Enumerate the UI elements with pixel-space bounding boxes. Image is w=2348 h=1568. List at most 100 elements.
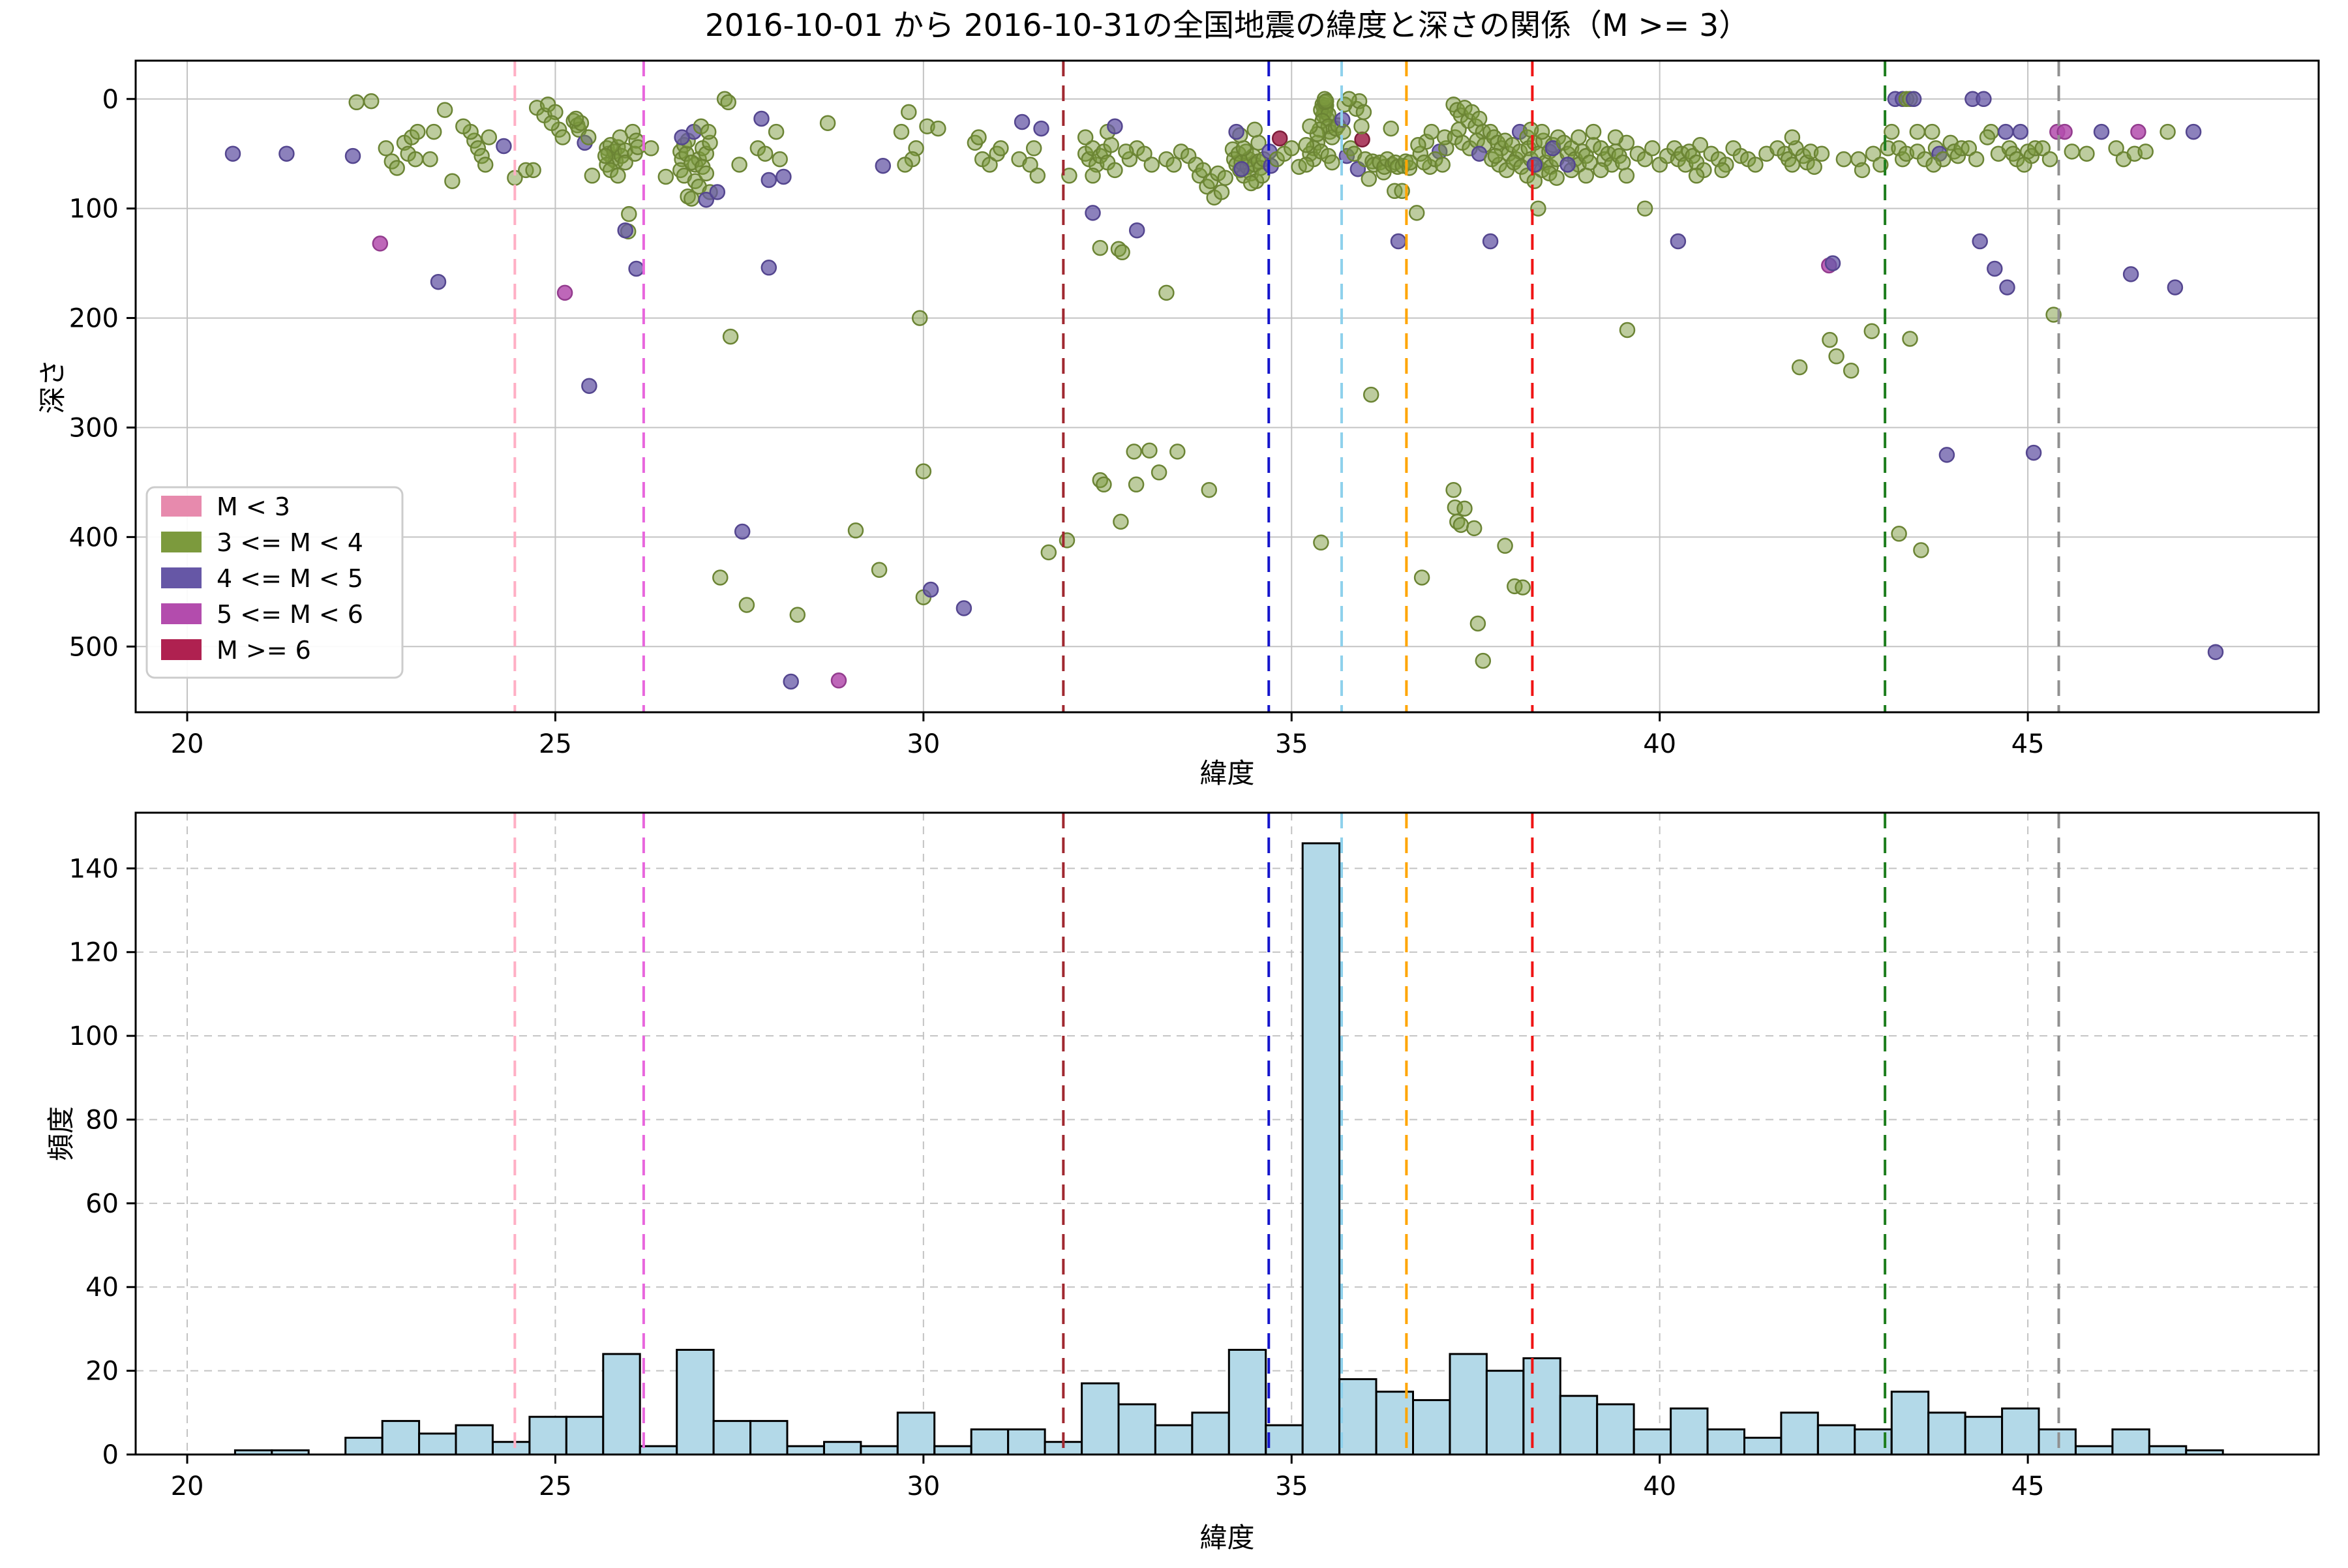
scatter-point xyxy=(734,523,751,540)
histogram-bar xyxy=(1191,1411,1230,1456)
scatter-point xyxy=(1618,168,1635,184)
scatter-point xyxy=(1559,157,1576,173)
histogram-bar xyxy=(1522,1357,1561,1456)
scatter-point xyxy=(738,597,755,613)
scatter-point xyxy=(1530,200,1546,217)
histogram-x-tick-label: 20 xyxy=(171,1471,204,1501)
scatter-point xyxy=(1416,154,1432,171)
scatter-point xyxy=(772,151,788,168)
scatter-point xyxy=(700,123,717,140)
scatter-point xyxy=(348,94,365,111)
scatter-y-tick-label: 0 xyxy=(102,85,119,115)
scatter-point xyxy=(698,191,715,208)
scatter-point xyxy=(1925,157,1942,173)
scatter-point xyxy=(1456,500,1473,517)
scatter-point xyxy=(753,110,770,127)
histogram-bar xyxy=(639,1445,678,1456)
scatter-point xyxy=(481,129,498,145)
scatter-point xyxy=(930,120,946,137)
histogram-bar xyxy=(1301,842,1341,1456)
histogram-bar xyxy=(2111,1428,2150,1456)
legend-swatch xyxy=(161,532,202,552)
scatter-point xyxy=(444,173,460,189)
scatter-point xyxy=(1025,140,1042,157)
scatter-point xyxy=(1714,162,1730,179)
scatter-point xyxy=(1298,137,1315,153)
scatter-point xyxy=(1938,447,1955,463)
histogram-x-tick-label: 25 xyxy=(539,1471,572,1501)
scatter-point xyxy=(722,328,739,345)
scatter-point xyxy=(871,562,888,578)
scatter-point xyxy=(1999,279,2015,295)
legend-label: M >= 6 xyxy=(217,636,311,665)
scatter-point xyxy=(1408,205,1425,221)
scatter-point xyxy=(1143,157,1160,173)
scatter-point xyxy=(1423,123,1440,140)
scatter-point xyxy=(1318,93,1334,110)
scatter-point xyxy=(2185,123,2202,140)
scatter-point xyxy=(775,168,792,185)
scatter-point xyxy=(1514,579,1531,596)
scatter-point xyxy=(1475,652,1492,669)
scatter-point xyxy=(1451,121,1467,138)
scatter-point xyxy=(1166,157,1182,173)
scatter-point xyxy=(1151,464,1167,481)
histogram-ticks: 20 25 30 35 40 45 0 20 40 60 80 100 120 140 xyxy=(69,854,2045,1501)
histogram-bar xyxy=(712,1420,751,1456)
histogram-bar xyxy=(1412,1399,1451,1456)
scatter-point xyxy=(1390,233,1407,250)
histogram-bar xyxy=(1743,1436,1783,1456)
scatter-point xyxy=(1452,517,1469,534)
scatter-point xyxy=(612,129,629,145)
scatter-point xyxy=(830,672,847,689)
scatter-point xyxy=(1040,544,1057,561)
histogram-xlabel: 緯度 xyxy=(1199,1522,1254,1554)
histogram-bar xyxy=(2001,1407,2040,1456)
scatter-point xyxy=(1113,513,1129,530)
scatter-point xyxy=(1413,569,1430,586)
scatter-point xyxy=(1107,162,1123,179)
scatter-point xyxy=(897,157,913,173)
scatter-point xyxy=(783,673,799,690)
scatter-point xyxy=(982,157,998,173)
histogram-bar xyxy=(1596,1403,1635,1456)
histogram-bar xyxy=(381,1420,421,1456)
histogram-x-tick-label: 35 xyxy=(1275,1471,1308,1501)
scatter-point xyxy=(1854,162,1871,179)
scatter-point xyxy=(1096,476,1112,493)
scatter-point xyxy=(1548,170,1565,186)
scatter-point xyxy=(1968,151,1985,168)
scatter-point xyxy=(847,522,864,539)
scatter-point xyxy=(1822,331,1838,348)
histogram-bar xyxy=(786,1445,825,1456)
scatter-x-tick-label: 45 xyxy=(2011,729,2045,759)
scatter-point xyxy=(1636,151,1653,168)
histogram-y-tick-label: 40 xyxy=(85,1273,119,1303)
scatter-point xyxy=(1487,147,1504,164)
scatter-point xyxy=(1905,91,1922,108)
histogram-bar xyxy=(1633,1428,1672,1456)
scatter-x-tick-label: 20 xyxy=(171,729,204,759)
scatter-point xyxy=(2056,123,2073,140)
histogram-bar xyxy=(896,1411,936,1456)
scatter-point xyxy=(1114,244,1130,261)
scatter-point xyxy=(1688,168,1705,184)
histogram-bar xyxy=(1338,1378,1377,1456)
scatter-point xyxy=(760,172,777,188)
scatter-point xyxy=(1466,520,1483,537)
scatter-point xyxy=(436,102,453,118)
scatter-point xyxy=(993,140,1009,157)
scatter-point xyxy=(1607,129,1624,145)
scatter-point xyxy=(1354,131,1370,148)
scatter-point xyxy=(1972,233,1988,250)
scatter-point xyxy=(1593,162,1609,179)
scatter-point xyxy=(224,145,241,162)
scatter-point xyxy=(1961,140,1978,157)
histogram-bar xyxy=(1227,1349,1267,1456)
scatter-point xyxy=(1353,118,1370,134)
histogram-bar xyxy=(1706,1428,1746,1456)
scatter-point xyxy=(1128,222,1145,239)
